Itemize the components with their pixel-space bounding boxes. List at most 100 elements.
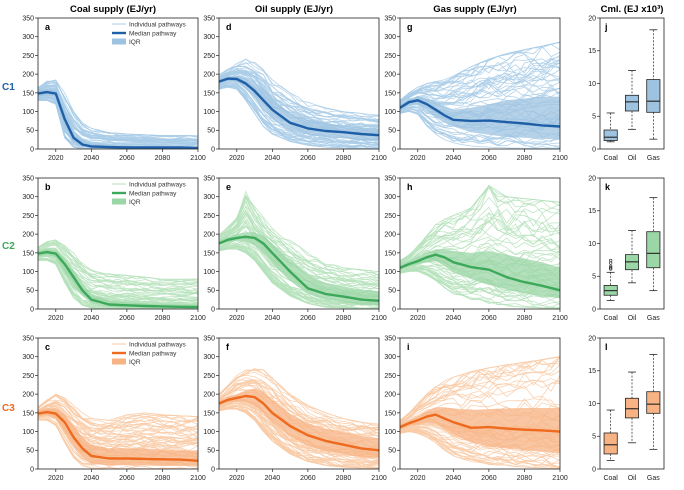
y-tick-label: 350 bbox=[22, 15, 34, 22]
column-title-oil: Oil supply (EJ/yr) bbox=[255, 4, 333, 15]
median-line-c bbox=[38, 410, 198, 462]
pathway-line bbox=[219, 368, 379, 430]
x-tick-label: 2040 bbox=[84, 315, 100, 322]
pathway-line bbox=[38, 79, 198, 138]
panel-letter-j: j bbox=[604, 22, 608, 32]
y-tick-label: 200 bbox=[384, 392, 396, 399]
y-tick-label: 100 bbox=[203, 109, 215, 116]
panel-d: 0 50 100 150 200 250 300 350 2020 2040 2060 2080 210… bbox=[203, 15, 387, 162]
individual-pathways-b bbox=[38, 239, 198, 309]
panel-letter-d: d bbox=[226, 22, 232, 32]
legend-c: Individual pathways Median pathway IQR bbox=[112, 341, 186, 366]
pathway-line bbox=[219, 194, 379, 276]
pathway-line bbox=[400, 184, 560, 261]
pathway-line bbox=[400, 428, 560, 468]
pathway-line bbox=[219, 84, 379, 148]
pathway-line bbox=[400, 110, 560, 147]
y-tick-label: 50 bbox=[207, 128, 215, 135]
row-label-c3: C3 bbox=[2, 403, 15, 414]
box-outlier bbox=[609, 264, 613, 269]
median-line-e bbox=[219, 235, 379, 302]
panels: 0 50 100 150 200 250 300 350 2020 2040 2060 2080 210… bbox=[22, 15, 665, 482]
pathway-line bbox=[219, 197, 379, 282]
legend-label-individual: Individual pathways bbox=[129, 181, 186, 188]
x-tick-label: 2100 bbox=[190, 315, 206, 322]
y-tick-label: 50 bbox=[207, 288, 215, 295]
pathway-line bbox=[219, 407, 379, 464]
iqr-band-d bbox=[219, 75, 379, 142]
pathway-line bbox=[219, 382, 379, 431]
iqr-band-e bbox=[219, 232, 379, 306]
pathway-line bbox=[38, 403, 198, 443]
pathway-line bbox=[400, 62, 560, 104]
individual-pathways-g bbox=[400, 41, 560, 149]
iqr-band-i bbox=[400, 407, 560, 454]
y-tick-label: 350 bbox=[203, 175, 215, 182]
panel-letter-f: f bbox=[226, 342, 230, 352]
x-tick-label: 2080 bbox=[155, 155, 171, 162]
y-tick-label: 15 bbox=[588, 368, 596, 375]
box-outlier bbox=[609, 261, 613, 265]
median-line-a bbox=[38, 90, 198, 149]
legend-b: Individual pathways Median pathway IQR bbox=[112, 181, 186, 206]
y-tick-label: 0 bbox=[592, 306, 596, 313]
y-tick-label: 200 bbox=[22, 392, 34, 399]
row-label-c1: C1 bbox=[2, 82, 15, 93]
y-tick-label: 5 bbox=[592, 274, 596, 281]
pathway-line bbox=[400, 392, 560, 423]
median-line-b bbox=[38, 250, 198, 309]
y-tick-label: 20 bbox=[588, 335, 596, 342]
x-tick-label: 2020 bbox=[48, 155, 64, 162]
x-tick-label: 2100 bbox=[371, 475, 387, 482]
y-tick-label: 100 bbox=[22, 109, 34, 116]
x-tick-label: 2080 bbox=[155, 315, 171, 322]
y-tick-label: 300 bbox=[384, 354, 396, 361]
plot-area-i bbox=[400, 356, 560, 469]
x-tick-label: 2020 bbox=[410, 315, 426, 322]
axes-frame-a bbox=[37, 17, 199, 150]
pathway-line bbox=[219, 403, 379, 462]
y-tick-label: 350 bbox=[384, 335, 396, 342]
y-tick-label: 350 bbox=[22, 335, 34, 342]
panel-j: 0 5 10 15 20 Coal Oil Gas j bbox=[588, 15, 665, 162]
y-tick-label: 300 bbox=[22, 194, 34, 201]
pathway-line bbox=[219, 86, 379, 149]
y-tick-label: 5 bbox=[592, 434, 596, 441]
pathway-line bbox=[400, 207, 560, 264]
pathway-line bbox=[38, 243, 198, 288]
pathway-line bbox=[38, 244, 198, 294]
pathway-line bbox=[400, 59, 560, 107]
category-label: Gas bbox=[647, 315, 660, 322]
y-tick-label: 250 bbox=[22, 373, 34, 380]
panel-a: 0 50 100 150 200 250 300 350 2020 2040 2060 2080 210… bbox=[22, 15, 206, 162]
median-line-g bbox=[400, 99, 560, 128]
y-tick-label: 200 bbox=[22, 72, 34, 79]
box-oil bbox=[624, 229, 640, 284]
pathway-line bbox=[400, 428, 560, 464]
panel-letter-i: i bbox=[407, 342, 410, 352]
y-tick-label: 250 bbox=[203, 213, 215, 220]
legend-label-median: Median pathway bbox=[129, 190, 177, 197]
box-iqr bbox=[646, 391, 661, 414]
y-tick-label: 250 bbox=[203, 53, 215, 60]
panel-letter-b: b bbox=[45, 182, 51, 192]
pathway-line bbox=[38, 402, 198, 431]
median-line-f bbox=[219, 394, 379, 452]
column-title-cumulative-text: Cml. (EJ x10³) bbox=[601, 4, 664, 15]
x-tick-label: 2060 bbox=[300, 475, 316, 482]
box-outlier bbox=[609, 258, 613, 263]
y-tick-label: 200 bbox=[22, 232, 34, 239]
x-tick-label: 2020 bbox=[229, 475, 245, 482]
pathway-line bbox=[400, 270, 560, 302]
pathway-line bbox=[219, 70, 379, 118]
y-tick-label: 150 bbox=[203, 410, 215, 417]
panel-letter-g: g bbox=[407, 22, 413, 32]
y-tick-label: 100 bbox=[384, 429, 396, 436]
x-tick-label: 2100 bbox=[552, 155, 568, 162]
y-tick-label: 10 bbox=[588, 401, 596, 408]
pathway-line bbox=[400, 227, 560, 266]
x-tick-label: 2060 bbox=[300, 315, 316, 322]
pathway-line bbox=[219, 205, 379, 286]
pathway-line bbox=[400, 83, 560, 107]
